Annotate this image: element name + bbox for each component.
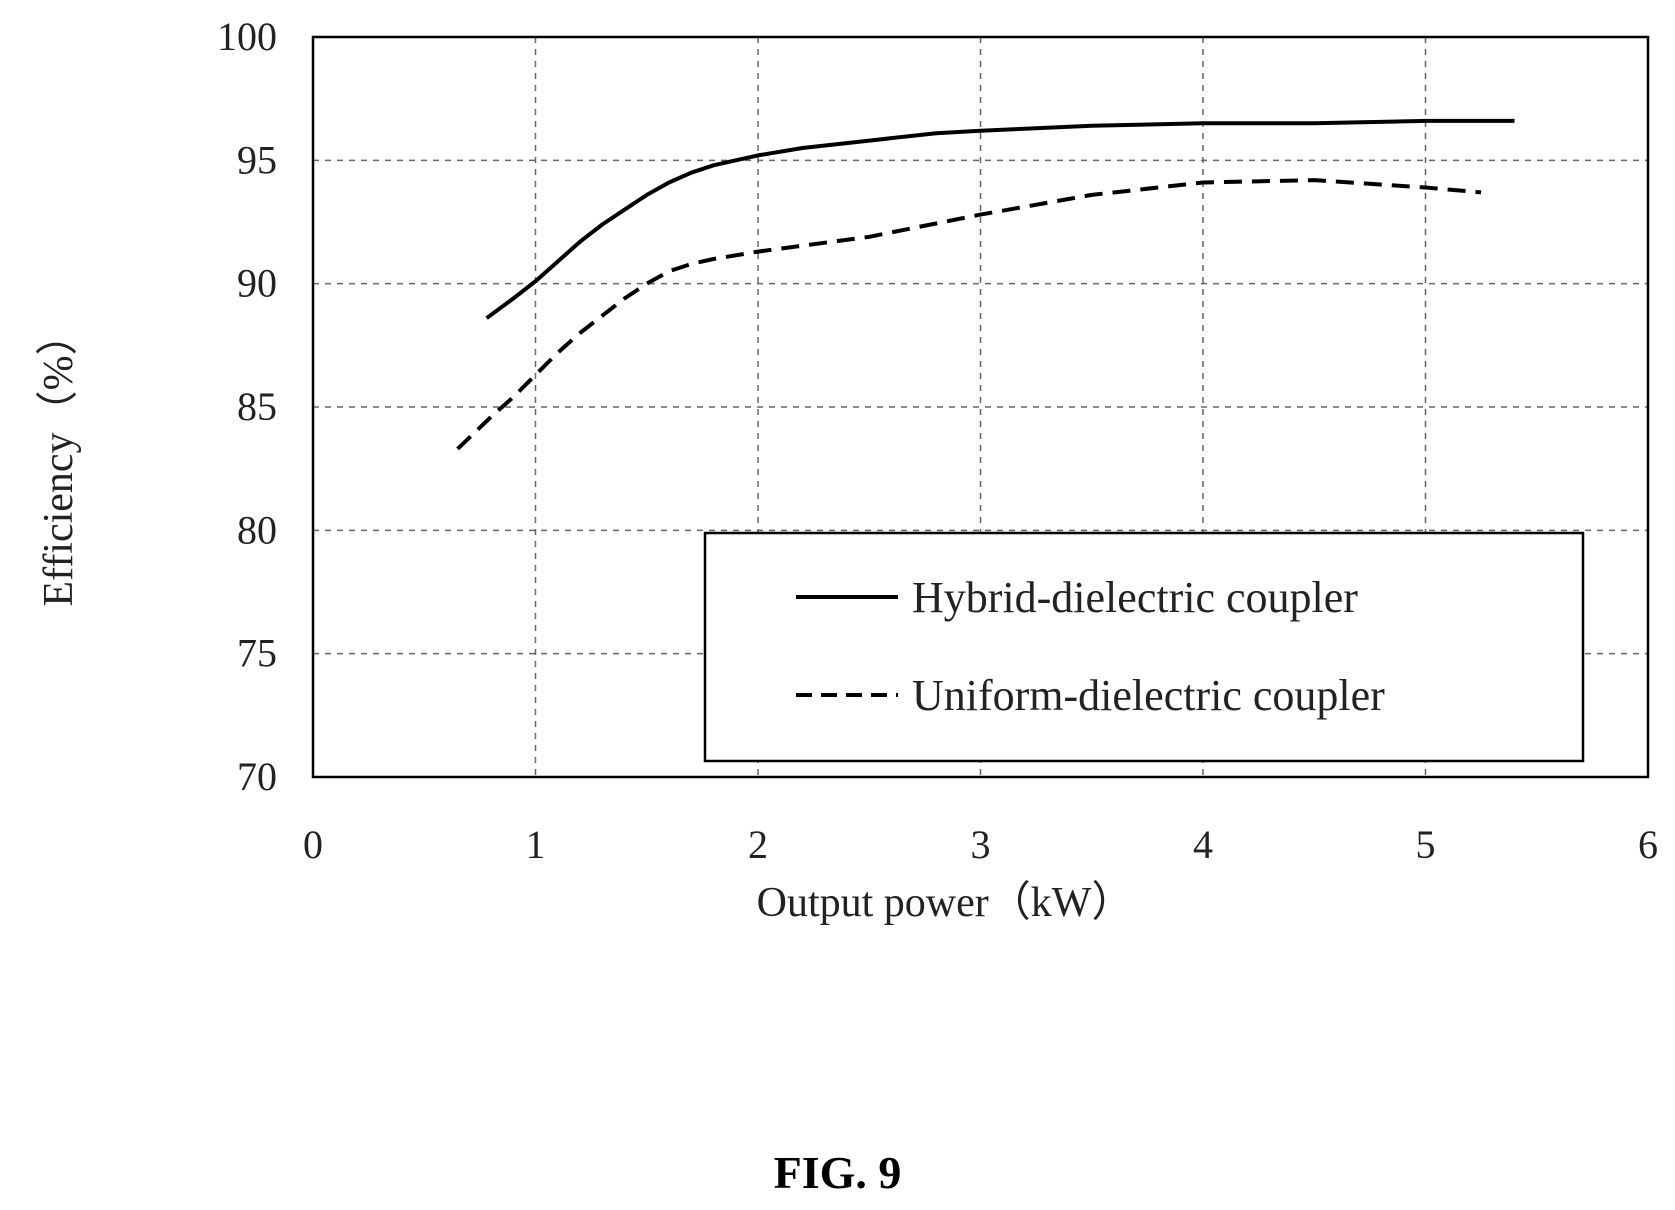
y-tick-label: 70 [237,754,277,799]
x-tick-label: 5 [1416,822,1436,867]
y-tick-label: 95 [237,137,277,182]
x-tick-label: 0 [303,822,323,867]
legend-label-hybrid: Hybrid-dielectric coupler [912,573,1358,622]
series-line-hybrid [485,118,1515,320]
x-tick-label: 6 [1638,822,1658,867]
legend-label-uniform: Uniform-dielectric coupler [912,671,1385,720]
figure-caption: FIG. 9 [773,1147,902,1198]
x-tick-label: 4 [1193,822,1213,867]
y-tick-label: 100 [217,14,277,59]
y-tick-label: 80 [237,507,277,552]
series-line-uniform [456,178,1482,451]
x-tick-label: 2 [748,822,768,867]
legend: Hybrid-dielectric coupler Uniform-dielec… [703,531,1585,763]
x-axis-label: Output power（kW） [757,880,1134,926]
x-tick-label: 3 [971,822,991,867]
x-tick-labels: 0 1 2 3 4 5 6 [303,822,1658,867]
series-lines [456,118,1515,451]
plot-frame [311,35,1650,779]
y-axis-label: Efficiency（%） [36,313,82,606]
y-tick-label: 85 [237,384,277,429]
y-tick-label: 90 [237,261,277,306]
y-tick-labels: 70 75 80 85 90 95 100 [217,14,277,799]
y-tick-label: 75 [237,631,277,676]
legend-box [703,531,1585,763]
x-tick-label: 1 [526,822,546,867]
